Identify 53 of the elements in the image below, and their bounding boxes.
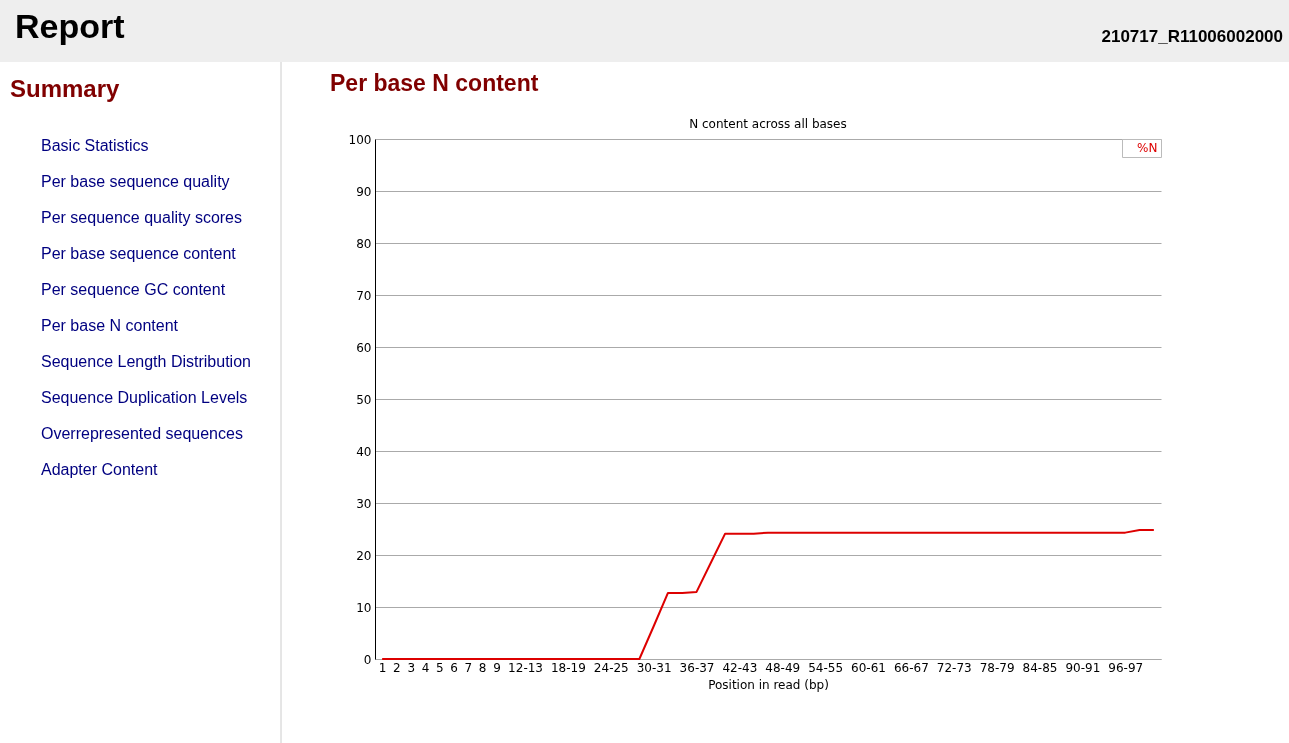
- x-tick-label: 6: [450, 660, 458, 675]
- y-tick-label: 90: [356, 184, 372, 199]
- y-tick-label: 0: [363, 652, 372, 667]
- x-tick-label: 36-37: [679, 660, 715, 675]
- x-tick-label: 72-73: [936, 660, 972, 675]
- chart-subtitle: N content across all bases: [689, 117, 847, 131]
- text: Sequence Duplication Levels: [41, 389, 248, 406]
- text: Per base sequence content: [41, 245, 237, 262]
- x-tick-label: 8: [478, 660, 487, 675]
- x-tick-label: 30-31: [636, 660, 672, 675]
- text: Sequence Length Distribution: [41, 353, 251, 370]
- chart-title: Per base N content: [330, 70, 539, 96]
- text: Report: [15, 7, 125, 45]
- x-tick-label: 5: [435, 660, 444, 675]
- y-tick-label: 20: [356, 548, 372, 563]
- text: %N: [1137, 141, 1158, 155]
- x-axis-title: Position in read (bp): [708, 677, 829, 692]
- text: 210717_R11006002000: [1101, 27, 1283, 46]
- x-tick-label: 90-91: [1065, 660, 1101, 675]
- x-tick-label: 2: [393, 660, 401, 675]
- y-tick-label: 60: [356, 340, 372, 355]
- x-tick-label: 78-79: [979, 660, 1015, 675]
- x-tick-label: 7: [464, 660, 473, 675]
- text: Summary: [10, 75, 121, 102]
- x-tick-label: 3: [407, 660, 416, 675]
- y-tick-label: 80: [356, 236, 372, 251]
- y-tick-label: 100: [348, 132, 372, 147]
- x-tick-label: 96-97: [1108, 660, 1144, 675]
- x-tick-label: 12-13: [508, 660, 543, 675]
- y-tick-label: 40: [356, 444, 372, 459]
- x-tick-label: 42-43: [722, 660, 758, 675]
- text: Per sequence quality scores: [41, 209, 242, 226]
- text: Per sequence GC content: [41, 281, 226, 298]
- y-tick-label: 70: [356, 288, 372, 303]
- x-tick-label: 48-49: [765, 660, 801, 675]
- x-tick-label: 4: [421, 660, 430, 675]
- x-tick-label: 66-67: [893, 660, 929, 675]
- line-series: [381, 529, 1155, 660]
- y-tick-label: 50: [356, 392, 372, 407]
- text: Per base N content: [41, 317, 179, 334]
- text: Adapter Content: [41, 461, 159, 478]
- text: Per base sequence quality: [41, 173, 230, 190]
- text: Basic Statistics: [41, 137, 149, 154]
- x-tick-label: 84-85: [1022, 660, 1058, 675]
- x-tick-label: 18-19: [550, 660, 586, 675]
- x-tick-label: 1: [378, 660, 387, 675]
- x-tick-label: 24-25: [593, 660, 629, 675]
- text: Overrepresented sequences: [41, 425, 243, 442]
- x-tick-label: 9: [493, 660, 501, 675]
- y-tick-label: 10: [356, 600, 372, 615]
- x-tick-label: 54-55: [808, 660, 844, 675]
- x-tick-label: 60-61: [851, 660, 886, 675]
- y-tick-label: 30: [356, 496, 372, 511]
